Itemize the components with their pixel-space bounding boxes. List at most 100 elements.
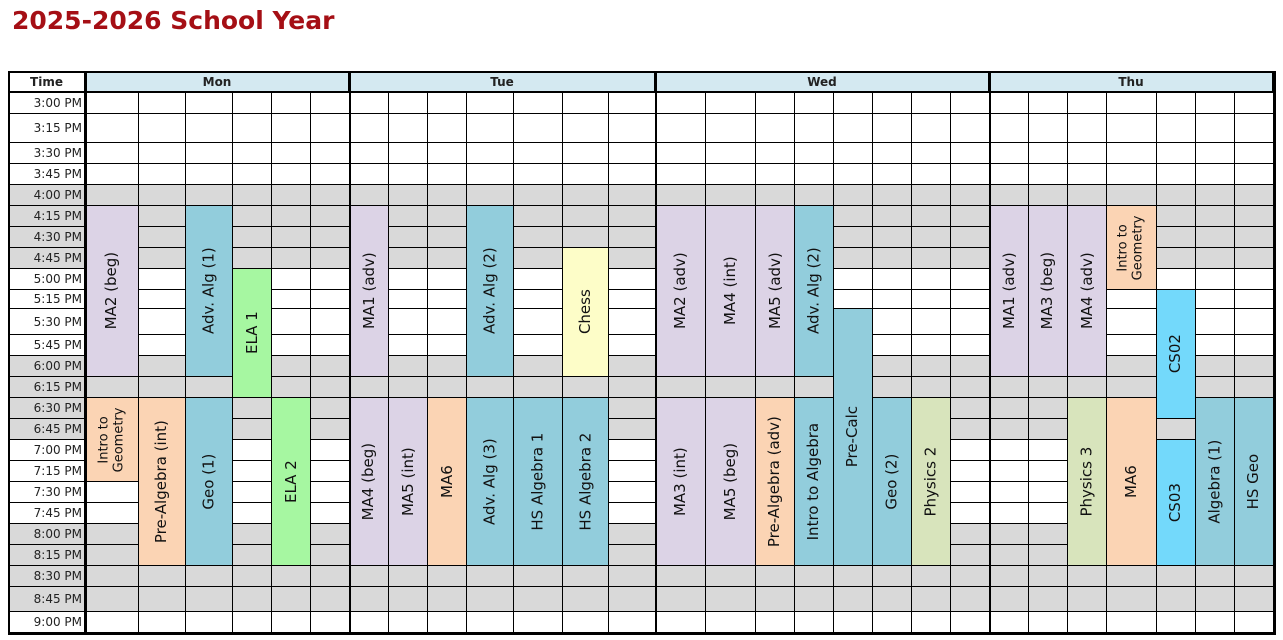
grid-cell[interactable]: [1107, 93, 1157, 114]
grid-cell[interactable]: [1068, 114, 1107, 143]
grid-cell[interactable]: [756, 143, 795, 164]
grid-cell[interactable]: [1068, 143, 1107, 164]
grid-cell[interactable]: [139, 309, 186, 335]
grid-cell[interactable]: [656, 612, 706, 633]
grid-cell[interactable]: [912, 335, 951, 356]
grid-cell[interactable]: [428, 206, 467, 227]
grid-cell[interactable]: [272, 269, 311, 290]
grid-cell[interactable]: [350, 587, 389, 612]
grid-cell[interactable]: [86, 587, 139, 612]
class-block[interactable]: MA3 (beg): [1029, 206, 1068, 377]
grid-cell[interactable]: [389, 227, 428, 248]
grid-cell[interactable]: [834, 114, 873, 143]
grid-cell[interactable]: [514, 227, 563, 248]
grid-cell[interactable]: [428, 587, 467, 612]
grid-cell[interactable]: [272, 290, 311, 309]
grid-cell[interactable]: [834, 185, 873, 206]
grid-cell[interactable]: [609, 377, 656, 398]
grid-cell[interactable]: [609, 612, 656, 633]
grid-cell[interactable]: [1196, 143, 1235, 164]
grid-cell[interactable]: [951, 482, 990, 503]
class-block[interactable]: MA3 (int): [656, 398, 706, 566]
grid-cell[interactable]: [1196, 93, 1235, 114]
grid-cell[interactable]: [990, 545, 1029, 566]
grid-cell[interactable]: [1196, 335, 1235, 356]
grid-cell[interactable]: [311, 612, 350, 633]
grid-cell[interactable]: [795, 377, 834, 398]
grid-cell[interactable]: [951, 524, 990, 545]
grid-cell[interactable]: [795, 185, 834, 206]
grid-cell[interactable]: [86, 143, 139, 164]
grid-cell[interactable]: [514, 185, 563, 206]
class-block[interactable]: ELA 1: [233, 269, 272, 398]
class-block[interactable]: MA4 (beg): [350, 398, 389, 566]
grid-cell[interactable]: [795, 164, 834, 185]
grid-cell[interactable]: [139, 269, 186, 290]
grid-cell[interactable]: [389, 206, 428, 227]
grid-cell[interactable]: [873, 114, 912, 143]
grid-cell[interactable]: [563, 93, 609, 114]
grid-cell[interactable]: [1235, 377, 1274, 398]
grid-cell[interactable]: [609, 164, 656, 185]
grid-cell[interactable]: [1029, 398, 1068, 419]
grid-cell[interactable]: [1196, 566, 1235, 587]
grid-cell[interactable]: [834, 143, 873, 164]
grid-cell[interactable]: [311, 206, 350, 227]
grid-cell[interactable]: [233, 503, 272, 524]
grid-cell[interactable]: [834, 612, 873, 633]
grid-cell[interactable]: [834, 164, 873, 185]
grid-cell[interactable]: [428, 612, 467, 633]
grid-cell[interactable]: [186, 114, 233, 143]
grid-cell[interactable]: [139, 335, 186, 356]
grid-cell[interactable]: [873, 290, 912, 309]
grid-cell[interactable]: [990, 93, 1029, 114]
grid-cell[interactable]: [311, 566, 350, 587]
grid-cell[interactable]: [656, 185, 706, 206]
grid-cell[interactable]: [86, 524, 139, 545]
grid-cell[interactable]: [1157, 587, 1196, 612]
grid-cell[interactable]: [1029, 93, 1068, 114]
grid-cell[interactable]: [467, 164, 514, 185]
grid-cell[interactable]: [609, 185, 656, 206]
grid-cell[interactable]: [912, 114, 951, 143]
grid-cell[interactable]: [951, 248, 990, 269]
grid-cell[interactable]: [990, 566, 1029, 587]
grid-cell[interactable]: [912, 587, 951, 612]
grid-cell[interactable]: [311, 377, 350, 398]
grid-cell[interactable]: [311, 164, 350, 185]
class-block[interactable]: MA4 (int): [706, 206, 756, 377]
grid-cell[interactable]: [514, 269, 563, 290]
grid-cell[interactable]: [1029, 503, 1068, 524]
grid-cell[interactable]: [873, 335, 912, 356]
grid-cell[interactable]: [467, 185, 514, 206]
grid-cell[interactable]: [86, 545, 139, 566]
grid-cell[interactable]: [756, 566, 795, 587]
grid-cell[interactable]: [990, 143, 1029, 164]
grid-cell[interactable]: [1157, 419, 1196, 440]
grid-cell[interactable]: [706, 93, 756, 114]
grid-cell[interactable]: [1157, 185, 1196, 206]
grid-cell[interactable]: [311, 461, 350, 482]
grid-cell[interactable]: [1196, 309, 1235, 335]
class-block[interactable]: Algebra (1): [1196, 398, 1235, 566]
grid-cell[interactable]: [873, 93, 912, 114]
grid-cell[interactable]: [233, 185, 272, 206]
grid-cell[interactable]: [311, 269, 350, 290]
grid-cell[interactable]: [86, 566, 139, 587]
grid-cell[interactable]: [1235, 206, 1274, 227]
class-block[interactable]: Adv. Alg (2): [467, 206, 514, 377]
grid-cell[interactable]: [467, 114, 514, 143]
grid-cell[interactable]: [311, 587, 350, 612]
grid-cell[interactable]: [350, 185, 389, 206]
grid-cell[interactable]: [389, 248, 428, 269]
grid-cell[interactable]: [951, 269, 990, 290]
grid-cell[interactable]: [1107, 143, 1157, 164]
grid-cell[interactable]: [139, 612, 186, 633]
grid-cell[interactable]: [951, 185, 990, 206]
grid-cell[interactable]: [990, 377, 1029, 398]
grid-cell[interactable]: [990, 524, 1029, 545]
grid-cell[interactable]: [1107, 356, 1157, 377]
grid-cell[interactable]: [873, 185, 912, 206]
grid-cell[interactable]: [467, 93, 514, 114]
grid-cell[interactable]: [1029, 377, 1068, 398]
